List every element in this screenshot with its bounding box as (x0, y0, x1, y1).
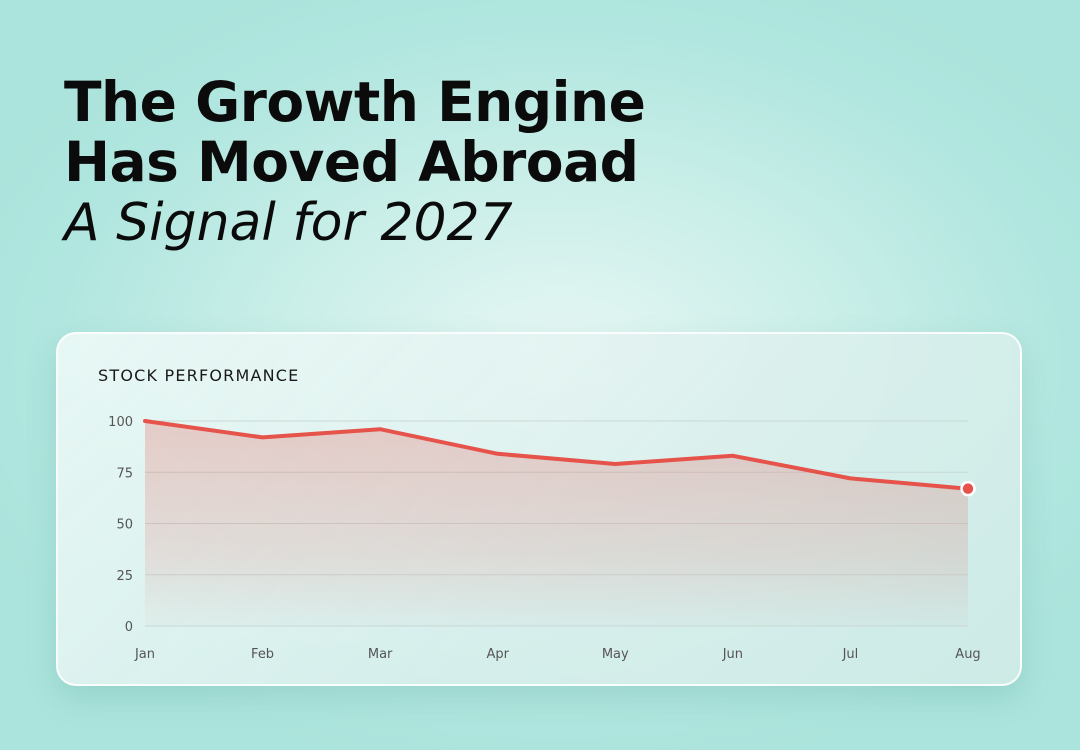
x-tick-label: Feb (251, 647, 274, 662)
x-tick-label: Mar (368, 647, 393, 662)
headline-line-2: Has Moved Abroad (64, 130, 639, 194)
headline-subtitle: A Signal for 2027 (64, 193, 513, 253)
x-tick-label: Jun (722, 647, 743, 662)
y-tick-label: 50 (116, 518, 133, 533)
y-axis-ticks: 0 25 50 75 100 (108, 415, 133, 635)
x-axis-ticks: Jan Feb Mar Apr May Jun Jul Aug (134, 647, 981, 662)
chart-title: STOCK PERFORMANCE (98, 366, 300, 385)
data-point (960, 480, 976, 497)
y-tick-label: 100 (108, 415, 133, 430)
series-line (143, 419, 970, 491)
y-tick-label: 0 (125, 620, 133, 635)
x-tick-label: Apr (486, 647, 509, 662)
stock-performance-chart: 0 25 50 75 100 Jan Feb Mar Apr May Jun Jul Aug (108, 415, 981, 662)
headline-line-1: The Growth Engine (64, 70, 646, 134)
x-tick-label: Jul (842, 647, 859, 662)
y-tick-label: 75 (116, 466, 133, 481)
chart-card: STOCK PERFORMANCE 0 25 50 75 100 Jan Feb Mar Ap… (56, 332, 1022, 686)
data-points (960, 480, 976, 497)
y-tick-label: 25 (116, 569, 133, 584)
area-fill (145, 421, 968, 626)
x-tick-label: Aug (955, 647, 980, 662)
headline: The Growth Engine Has Moved Abroad A Sig… (64, 72, 646, 254)
x-tick-label: May (602, 647, 629, 662)
x-tick-label: Jan (134, 647, 155, 662)
